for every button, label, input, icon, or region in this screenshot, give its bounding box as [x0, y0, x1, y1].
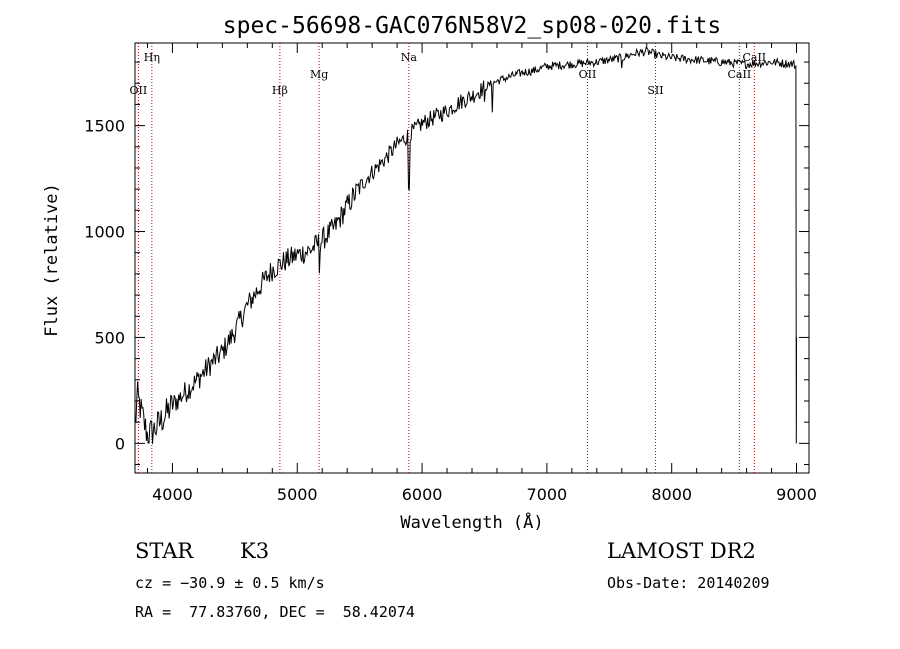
- x-tick-label: 5000: [277, 485, 318, 504]
- x-tick-label: 4000: [152, 485, 193, 504]
- x-tick-label: 7000: [527, 485, 568, 504]
- y-axis-label: Flux (relative): [42, 183, 62, 337]
- spectral-line-label: CaII: [728, 68, 752, 81]
- survey-name: LAMOST DR2: [607, 539, 756, 563]
- spectral-line-label: CaII: [742, 51, 766, 64]
- plot-frame: [134, 42, 810, 474]
- object-class: STAR: [135, 539, 194, 563]
- object-subclass: K3: [240, 539, 270, 563]
- x-tick-label: 8000: [651, 485, 692, 504]
- x-tick-label: 9000: [776, 485, 817, 504]
- spectral-line-label: Hβ: [272, 84, 288, 97]
- spectral-line-markers: Hη OII Hβ Mg Na OII SII CaII CaII: [130, 43, 766, 473]
- x-tick-label: 6000: [402, 485, 443, 504]
- redshift-cz: cz = −30.9 ± 0.5 km/s: [135, 574, 325, 592]
- spectral-line-label: SII: [647, 84, 663, 97]
- y-tick-label: 1500: [84, 117, 125, 136]
- spectral-line-label: Na: [401, 51, 418, 64]
- x-axis-label: Wavelength (Å): [400, 511, 543, 533]
- spectral-line-label: Mg: [310, 68, 328, 81]
- obs-date: Obs-Date: 20140209: [607, 574, 770, 592]
- coordinates: RA = 77.83760, DEC = 58.42074: [135, 603, 415, 621]
- y-tick-label: 500: [94, 328, 125, 347]
- y-tick-label: 1000: [84, 223, 125, 242]
- axis-ticks: 4000 5000 6000 7000 8000 9000 0 500 1000 1500: [84, 43, 817, 504]
- y-tick-label: 0: [115, 434, 125, 453]
- chart-title: spec-56698-GAC076N58V2_sp08-020.fits: [223, 13, 722, 39]
- spectral-line-label: OII: [130, 84, 148, 97]
- spectrum-series: [134, 46, 797, 444]
- spectral-line-label: Hη: [144, 51, 160, 64]
- spectral-line-label: OII: [579, 68, 597, 81]
